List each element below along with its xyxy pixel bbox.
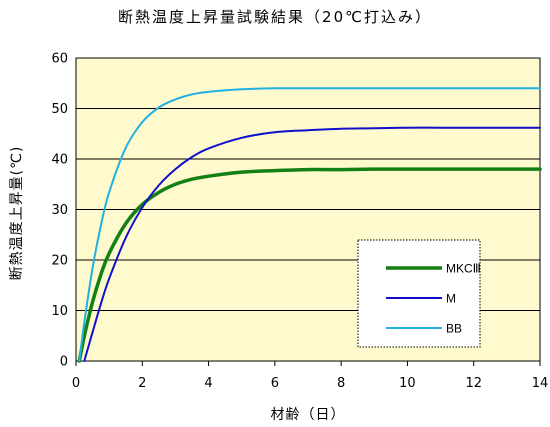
- legend-label-mkc3: MKCⅢ: [446, 262, 481, 276]
- y-tick-label: 10: [51, 304, 68, 319]
- x-tick-label: 6: [271, 376, 279, 391]
- y-tick-label: 0: [60, 355, 68, 370]
- x-tick-label: 8: [337, 376, 345, 391]
- chart-title: 断熱温度上昇量試験結果（20℃打込み）: [118, 8, 432, 26]
- x-tick-label: 14: [532, 376, 549, 391]
- x-tick-label: 12: [465, 376, 482, 391]
- legend-label-m: M: [446, 292, 456, 306]
- x-axis-label: 材齢（日）: [270, 407, 346, 423]
- series-line-bb: [78, 87, 541, 362]
- x-tick-label: 4: [204, 376, 212, 391]
- y-tick-label: 50: [51, 102, 68, 117]
- x-tick-label: 0: [72, 376, 80, 391]
- y-tick-label: 60: [51, 52, 68, 67]
- y-tick-label: 40: [51, 153, 68, 168]
- y-tick-label: 30: [51, 203, 68, 218]
- plot-frame: [75, 57, 541, 362]
- y-tick-label: 20: [51, 254, 68, 269]
- legend-box: [357, 239, 481, 348]
- x-tick-label: 2: [138, 376, 146, 391]
- legend-label-bb: BB: [446, 322, 462, 336]
- series-line-mkc3: [77, 167, 542, 363]
- x-tick-label: 10: [399, 376, 416, 391]
- series-line-m: [83, 126, 541, 362]
